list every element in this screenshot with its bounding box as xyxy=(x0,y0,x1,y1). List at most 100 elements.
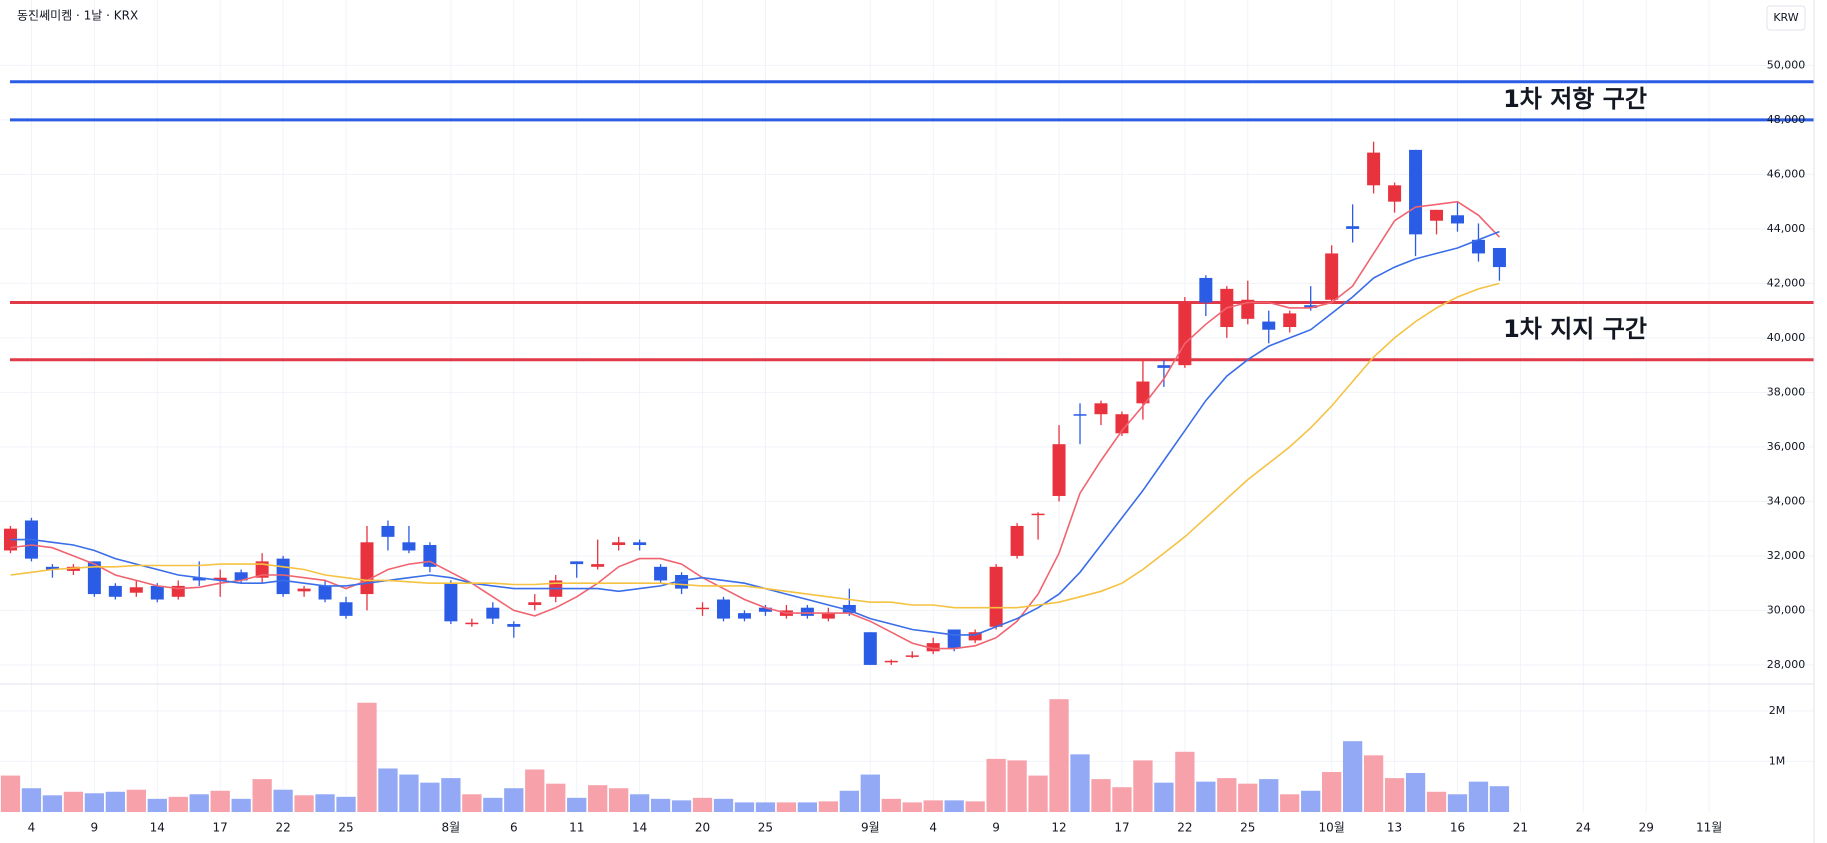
candle-body xyxy=(1241,299,1255,319)
volume-bar xyxy=(315,794,335,812)
candle-body xyxy=(1388,185,1402,202)
x-tick-label: 16 xyxy=(1450,821,1465,835)
x-tick-label: 4 xyxy=(28,821,36,835)
y-tick-label: 38,000 xyxy=(1767,385,1806,398)
candle-body xyxy=(1262,321,1276,330)
volume-bar xyxy=(818,801,839,812)
volume-bar xyxy=(1154,782,1174,812)
volume-bar xyxy=(1196,781,1216,812)
volume-bar xyxy=(1028,775,1048,812)
y-tick-label: 32,000 xyxy=(1767,549,1806,562)
volume-bar xyxy=(1447,794,1468,812)
candle-body xyxy=(926,643,940,652)
volume-bar xyxy=(1322,772,1342,812)
candle-body xyxy=(465,622,479,625)
candle-body xyxy=(1325,253,1339,300)
candle-body xyxy=(213,577,227,581)
candle-body xyxy=(402,542,416,551)
candle-body xyxy=(360,542,374,595)
volume-bar xyxy=(588,785,608,812)
volume-bar xyxy=(1007,760,1027,812)
y-tick-label: 50,000 xyxy=(1767,58,1806,71)
candle-body xyxy=(1010,525,1024,556)
volume-bar xyxy=(671,800,692,812)
volume-bar xyxy=(1342,741,1363,812)
candle-body xyxy=(633,542,647,546)
x-tick-label: 9 xyxy=(992,821,1000,835)
candle-body xyxy=(318,585,332,600)
candle-body xyxy=(884,660,898,663)
volume-tick-label: 2M xyxy=(1769,704,1786,717)
volume-bar xyxy=(881,798,901,812)
candle-body xyxy=(591,564,605,567)
candle-body xyxy=(108,585,122,597)
x-tick-label: 14 xyxy=(150,821,165,835)
volume-bar xyxy=(944,800,964,812)
x-tick-label: 9 xyxy=(91,821,99,835)
candle-body xyxy=(717,599,731,619)
volume-bar xyxy=(1363,755,1384,812)
y-tick-label: 48,000 xyxy=(1767,113,1806,126)
chart-title: 동진쎄미켐 · 1날 · KRX xyxy=(17,9,138,23)
x-tick-label: 12 xyxy=(1051,821,1066,835)
volume-bar xyxy=(504,788,524,812)
candle-body xyxy=(821,613,835,619)
volume-bar xyxy=(336,796,356,812)
x-tick-label: 13 xyxy=(1387,821,1402,835)
volume-bar xyxy=(441,778,461,812)
volume-bar xyxy=(650,798,671,812)
candle-body xyxy=(234,572,248,581)
candle-body xyxy=(1115,414,1129,434)
x-tick-label: 11 xyxy=(569,821,584,835)
candle-body xyxy=(1283,313,1297,328)
x-tick-label: 20 xyxy=(695,821,710,835)
candle-body xyxy=(842,604,856,614)
volume-bar xyxy=(420,782,440,812)
y-tick-label: 42,000 xyxy=(1767,276,1806,289)
candle-body xyxy=(1136,381,1150,404)
candle-body xyxy=(129,587,143,593)
candle-body xyxy=(1094,403,1108,415)
volume-bar xyxy=(252,779,272,812)
candle-body xyxy=(1450,215,1464,224)
volume-bar xyxy=(1384,778,1405,812)
x-tick-label: 9월 xyxy=(861,821,880,835)
x-tick-label: 24 xyxy=(1576,821,1591,835)
x-tick-label: 25 xyxy=(338,821,353,835)
volume-bar xyxy=(776,802,797,812)
candle-body xyxy=(1304,305,1318,308)
volume-bar xyxy=(1489,786,1510,812)
volume-bar xyxy=(399,774,419,812)
volume-bar xyxy=(609,788,629,812)
volume-bar xyxy=(525,769,545,812)
y-tick-label: 40,000 xyxy=(1767,331,1806,344)
moving-average-line xyxy=(10,200,1500,650)
y-tick-label: 34,000 xyxy=(1767,494,1806,507)
volume-bar xyxy=(1426,791,1447,812)
y-tick-label: 44,000 xyxy=(1767,222,1806,235)
volume-bar xyxy=(1091,779,1111,812)
y-tick-label: 28,000 xyxy=(1767,658,1806,671)
candle-body xyxy=(1346,226,1360,229)
volume-bar xyxy=(1301,790,1321,812)
candle-body xyxy=(528,602,542,605)
currency-label[interactable]: KRW xyxy=(1773,11,1798,24)
volume-bar xyxy=(1217,778,1237,812)
candle-body xyxy=(1367,152,1381,186)
candle-body xyxy=(507,624,521,627)
volume-bar xyxy=(231,798,251,812)
candle-body xyxy=(297,588,311,592)
volume-bar xyxy=(902,802,922,812)
x-tick-label: 4 xyxy=(929,821,937,835)
volume-bar xyxy=(462,794,482,812)
x-tick-label: 17 xyxy=(213,821,228,835)
volume-bar xyxy=(546,783,566,812)
moving-average-line xyxy=(10,230,1500,636)
volume-bar xyxy=(378,768,398,812)
x-tick-label: 25 xyxy=(1240,821,1255,835)
volume-bar xyxy=(483,797,503,812)
candle-body xyxy=(1471,239,1485,254)
candle-body xyxy=(486,607,500,619)
currency-button[interactable] xyxy=(1766,5,1806,31)
volume-bar xyxy=(273,789,293,812)
